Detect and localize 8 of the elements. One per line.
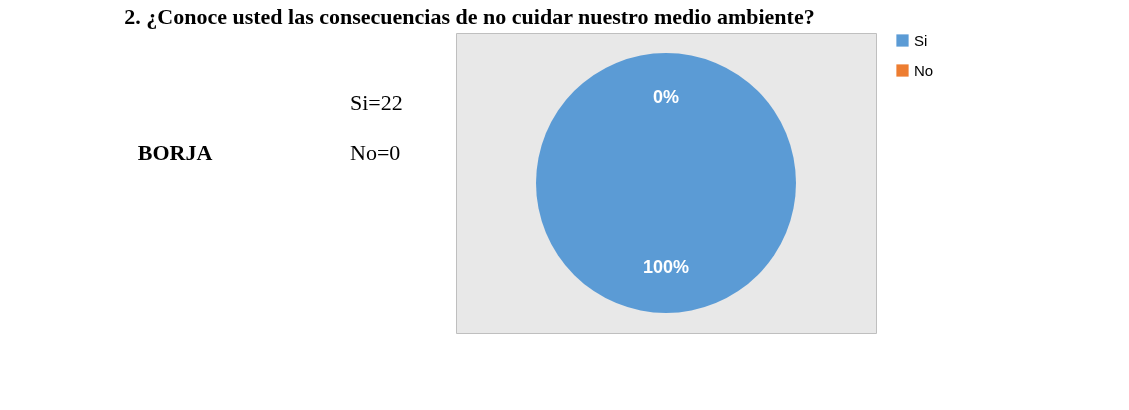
data-label: 100% bbox=[642, 257, 690, 277]
text: 0% bbox=[652, 87, 680, 107]
text: No=0 bbox=[350, 140, 401, 165]
chart-title: 2. ¿Conoce usted las consecuencias de no cuidar nuestro medio ambiente? bbox=[124, 3, 815, 29]
text: BORJA bbox=[137, 140, 213, 165]
legend-label: Si bbox=[914, 31, 928, 49]
legend-label: No bbox=[914, 61, 934, 79]
text: Si=22 bbox=[350, 90, 403, 115]
